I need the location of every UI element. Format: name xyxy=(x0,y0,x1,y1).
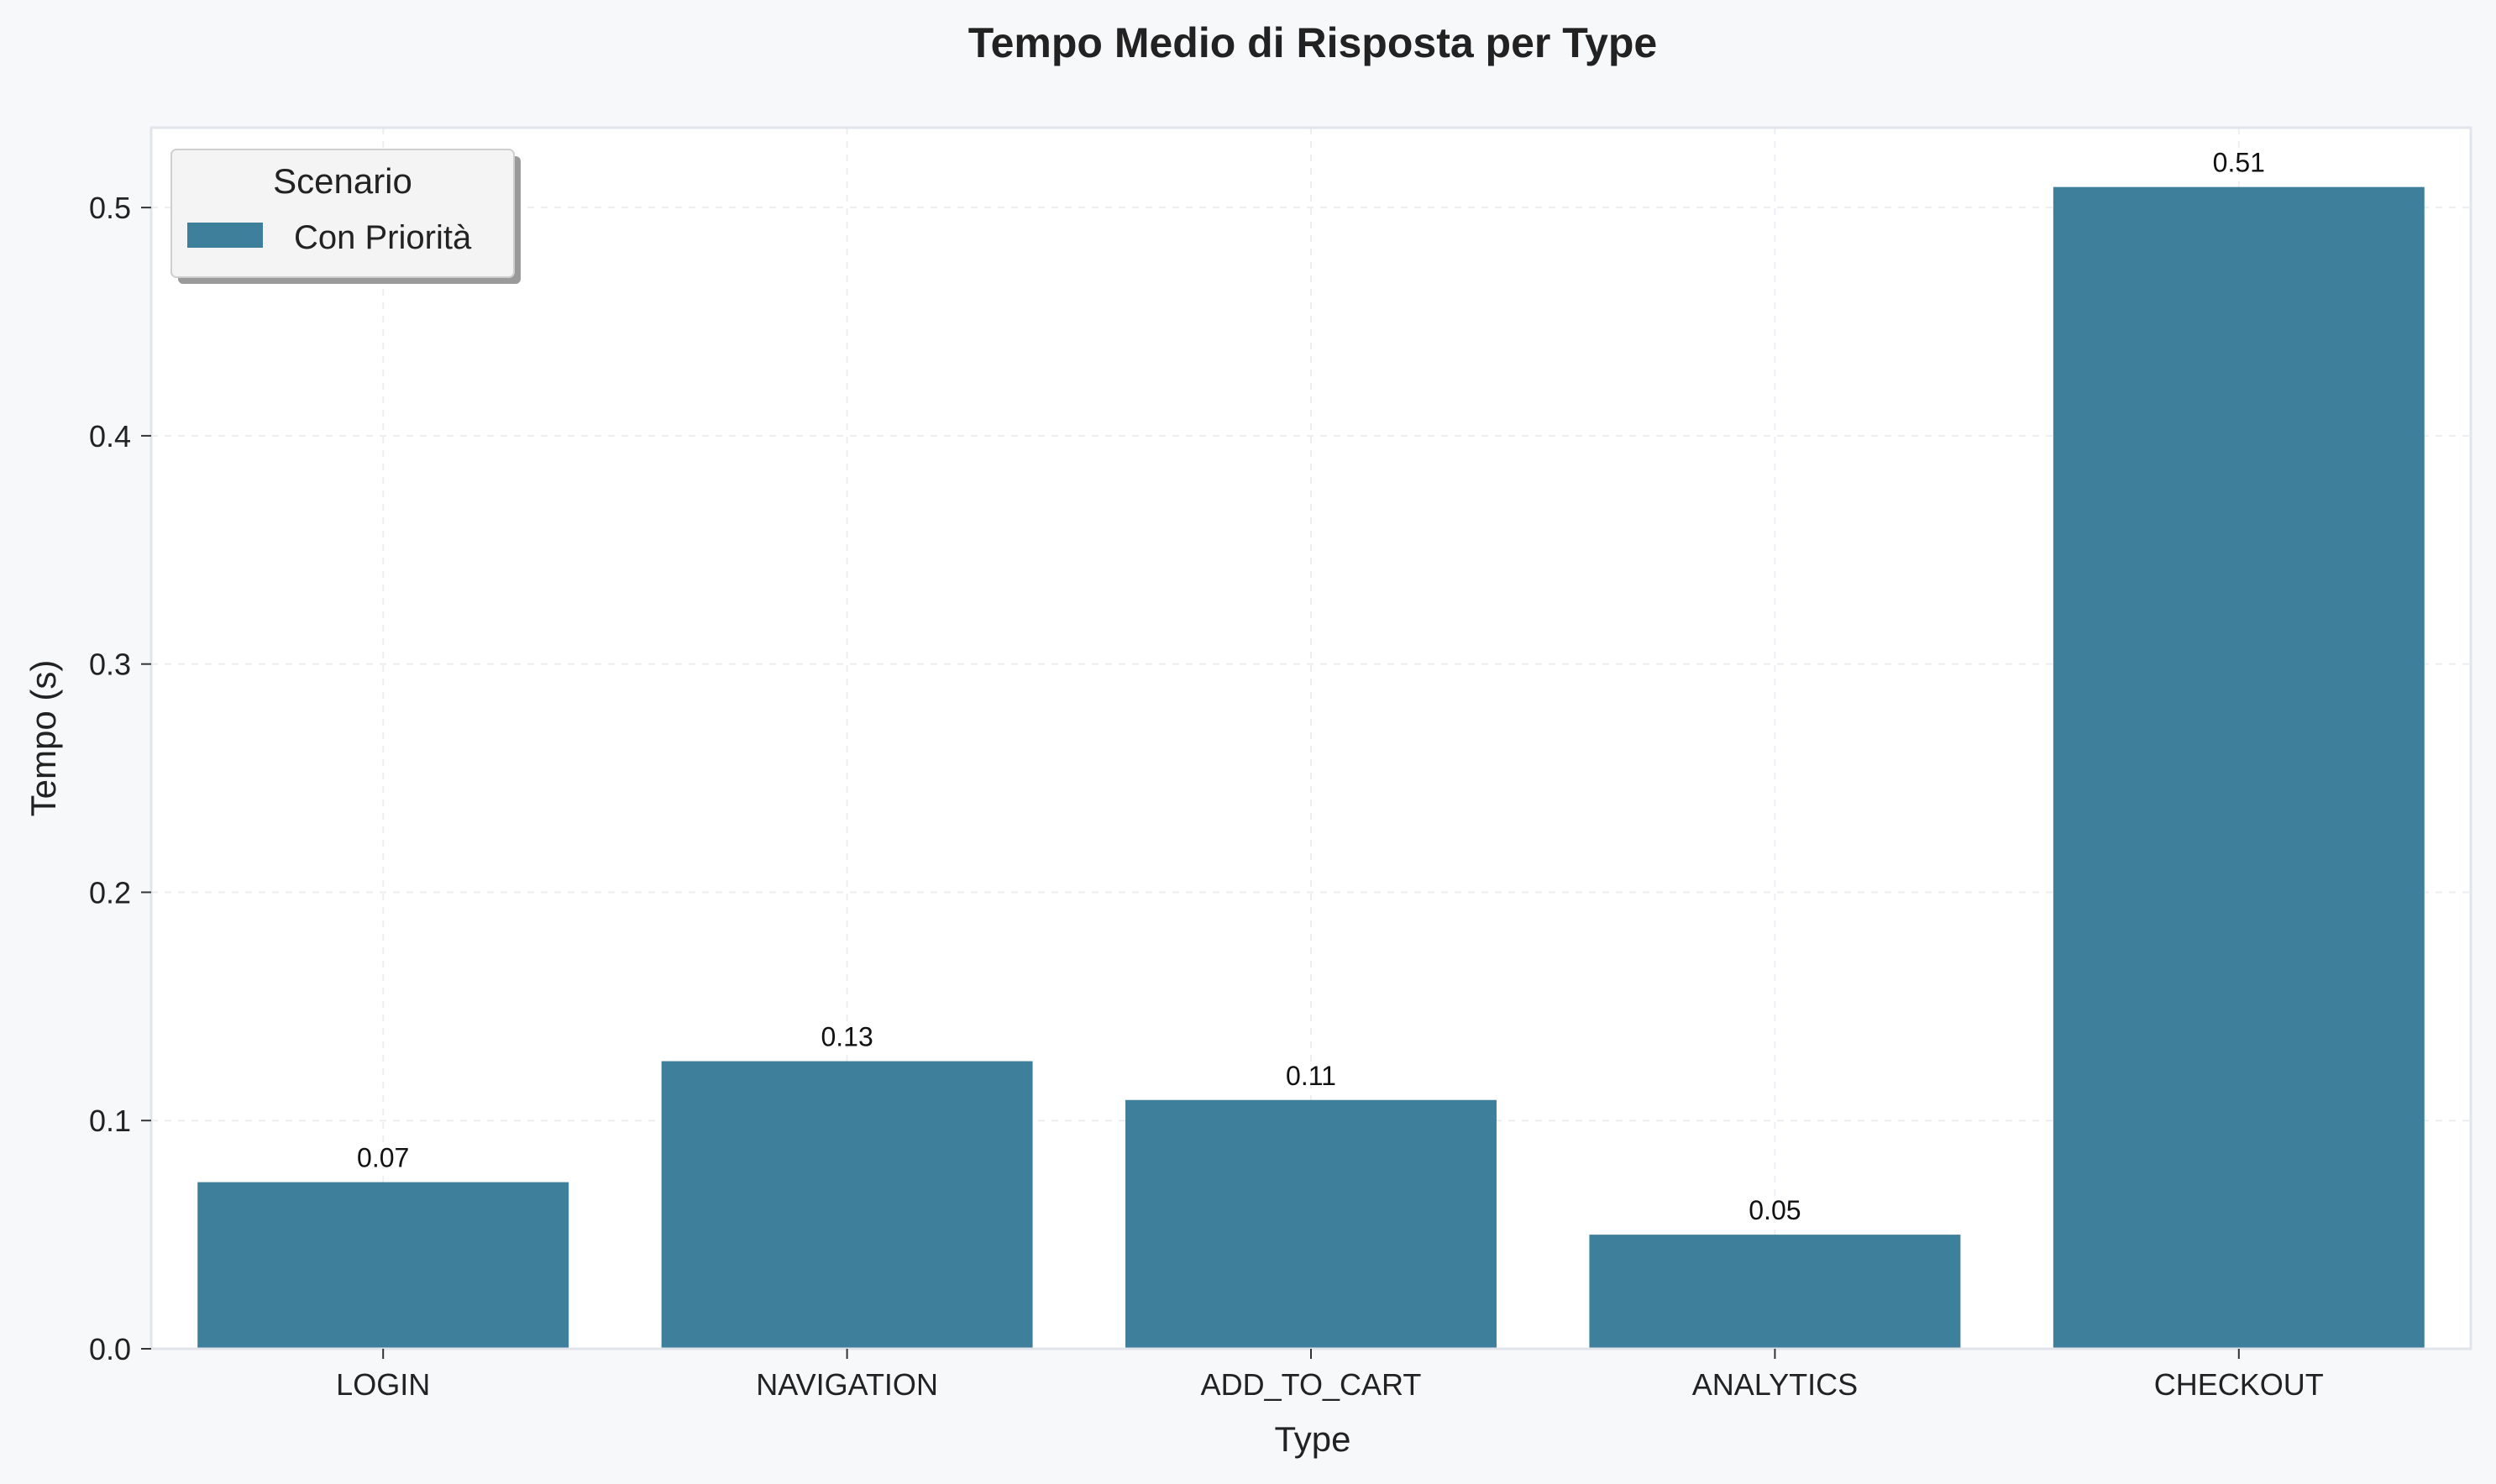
bar-value-label: 0.51 xyxy=(2213,148,2265,178)
bars xyxy=(197,186,2425,1350)
x-tick-label: CHECKOUT xyxy=(2154,1367,2324,1402)
chart-title: Tempo Medio di Risposta per Type xyxy=(968,19,1657,66)
bar-navigation xyxy=(661,1061,1033,1349)
bar-login xyxy=(197,1182,569,1349)
bar-checkout xyxy=(2053,186,2425,1350)
bar-value-labels: 0.07 0.13 0.11 0.05 0.51 xyxy=(357,148,2265,1225)
x-tick-label: ANALYTICS xyxy=(1692,1367,1858,1402)
bar-analytics xyxy=(1589,1235,1961,1349)
y-tick-label: 0.4 xyxy=(89,419,131,454)
y-axis-label: Tempo (s) xyxy=(24,660,63,817)
y-tick-label: 0.3 xyxy=(89,648,131,682)
legend-title: Scenario xyxy=(273,161,412,201)
legend: Scenario Con Priorità xyxy=(170,149,521,284)
legend-swatch xyxy=(187,223,263,248)
y-tick-label: 0.0 xyxy=(89,1332,131,1366)
bar-add-to-cart xyxy=(1125,1099,1497,1349)
y-tick-label: 0.1 xyxy=(89,1104,131,1138)
x-axis-label: Type xyxy=(1274,1419,1350,1459)
bar-value-label: 0.11 xyxy=(1286,1061,1336,1091)
y-tick-label: 0.2 xyxy=(89,875,131,910)
x-axis-ticks: LOGIN NAVIGATION ADD_TO_CART ANALYTICS CHECK… xyxy=(336,1349,2324,1402)
legend-entry-label: Con Priorità xyxy=(294,219,472,256)
x-tick-label: ADD_TO_CART xyxy=(1201,1367,1422,1402)
x-tick-label: LOGIN xyxy=(336,1367,430,1402)
y-axis-ticks: 0.0 0.1 0.2 0.3 0.4 0.5 xyxy=(89,191,151,1366)
bar-value-label: 0.05 xyxy=(1749,1195,1801,1225)
x-tick-label: NAVIGATION xyxy=(756,1367,938,1402)
bar-value-label: 0.07 xyxy=(357,1143,409,1173)
y-tick-label: 0.5 xyxy=(89,191,131,225)
bar-value-label: 0.13 xyxy=(821,1022,873,1052)
